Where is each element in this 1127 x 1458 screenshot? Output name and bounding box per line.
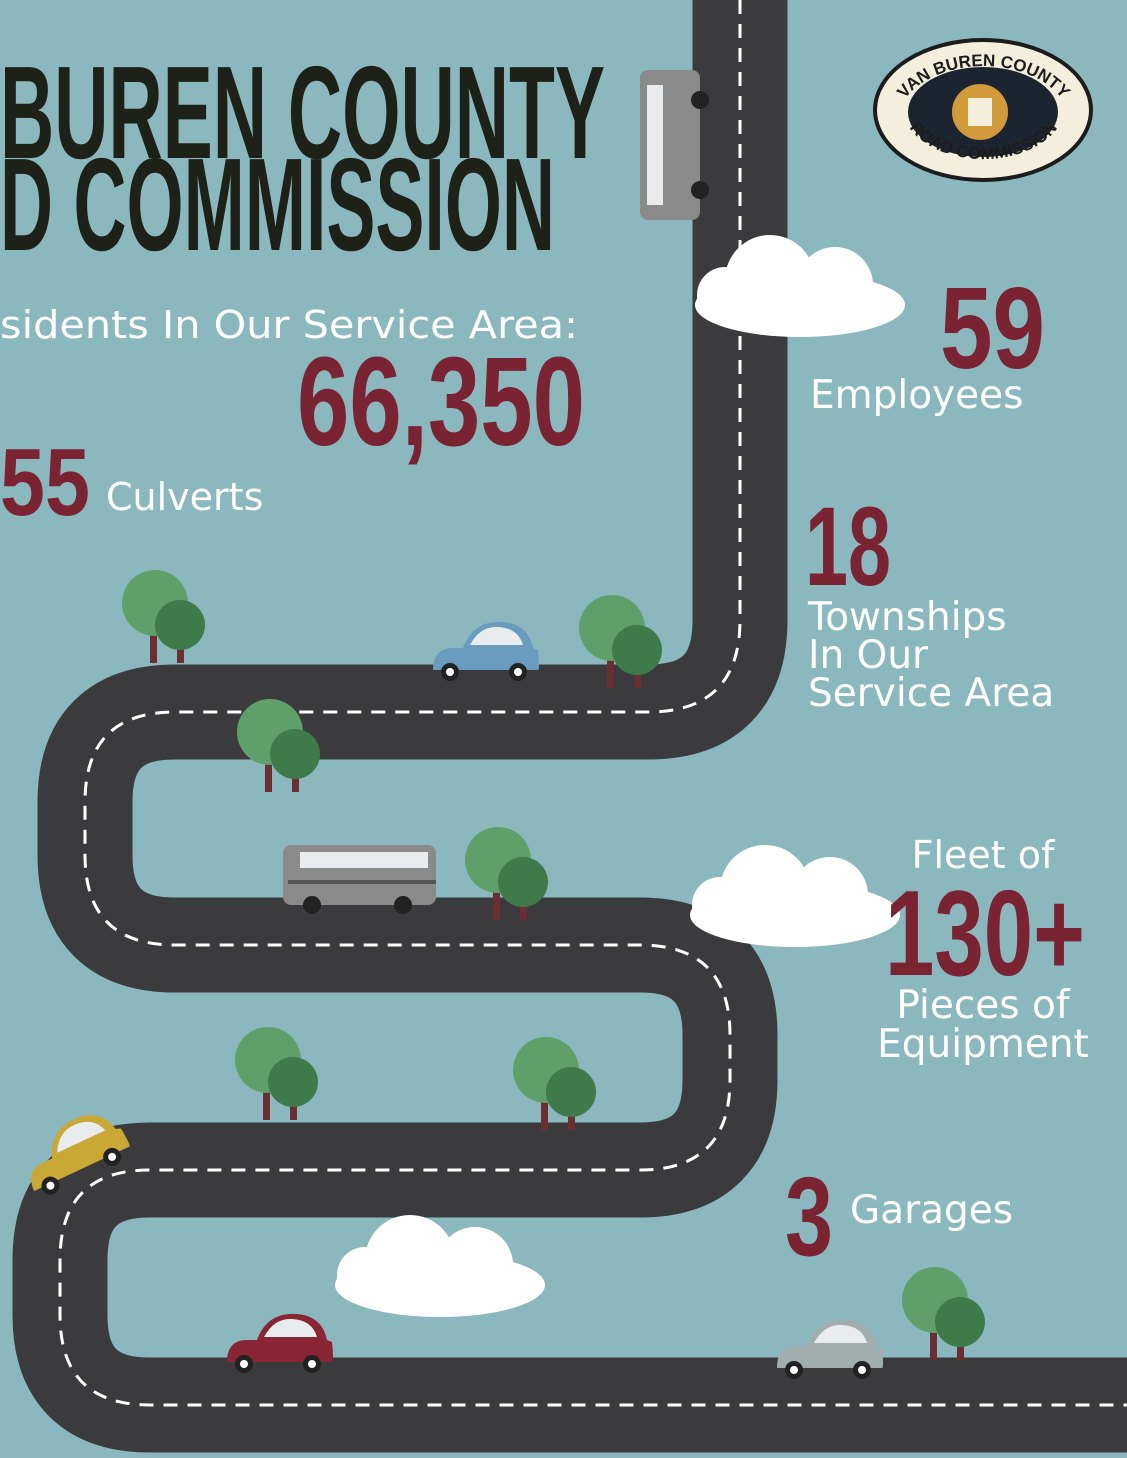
culverts-label: Culverts [106,475,263,519]
bus [640,70,709,220]
townships-value: 18 [805,484,891,609]
title: D COMMISSION [0,131,555,278]
employees-label: Employees [810,373,1023,418]
garages-value: 3 [785,1154,833,1279]
bus [283,845,436,914]
townships-label: Service Area [808,671,1054,716]
residents-value: 66,350 [297,331,585,472]
logo: VAN BUREN COUNTY ROAD COMMISSION [875,40,1091,180]
infographic: VAN BUREN COUNTY ROAD COMMISSION BUREN C… [0,0,1127,1458]
garages-label: Garages [850,1188,1013,1233]
fleet-value: 130+ [885,865,1085,1001]
fleet-label: Equipment [877,1022,1089,1067]
culverts-value: 55 [0,429,90,536]
